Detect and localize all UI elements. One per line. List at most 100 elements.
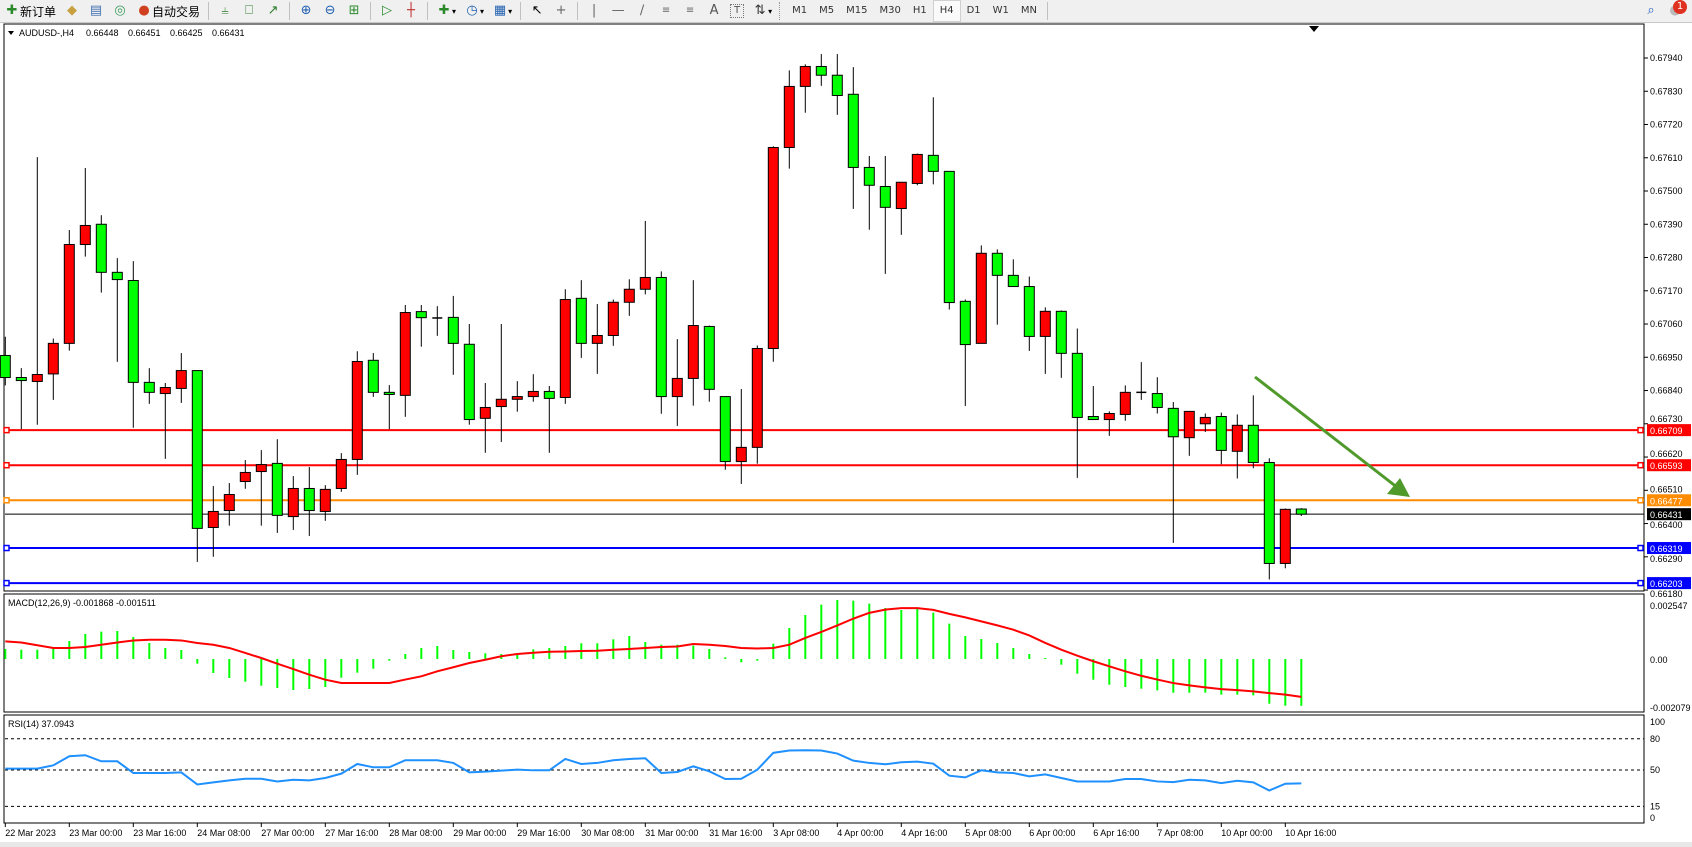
auto-trade-button[interactable]: ● 自动交易 <box>133 1 203 21</box>
macd-axis-label: 0.00 <box>1650 655 1668 665</box>
search-button[interactable]: ⌕ <box>1640 1 1662 21</box>
price-axis[interactable]: 0.67940 0.67830 0.67720 0.67610 0.67500 0.673… <box>1644 53 1683 599</box>
vertical-line-button[interactable]: | <box>583 1 605 21</box>
rsi-pane[interactable] <box>3 714 1645 824</box>
cursor-button[interactable]: ↖ <box>526 1 548 21</box>
candle <box>1279 508 1291 569</box>
candle-body <box>815 65 827 76</box>
time-label: 31 Mar 16:00 <box>709 828 762 838</box>
candle-body <box>255 464 267 473</box>
zoom-in-button[interactable]: ⊕ <box>295 1 317 21</box>
symbol-label: AUDUSD-,H4 <box>19 28 74 38</box>
tile-windows-button[interactable]: ⊞ <box>343 1 365 21</box>
arrows-button[interactable]: ⇅ ▾ <box>749 1 775 21</box>
line-handle-icon <box>1637 544 1644 552</box>
time-axis[interactable]: 22 Mar 2023 23 Mar 00:00 23 Mar 16:00 24 Ma… <box>4 823 1336 838</box>
candle-body <box>895 181 907 210</box>
horizontal-line-price: 0.66203 <box>1650 579 1683 589</box>
candle <box>0 336 11 386</box>
chart-shift-button[interactable]: ▷ <box>376 1 398 21</box>
timeframe-d1[interactable]: D1 <box>966 5 981 16</box>
time-label: 23 Mar 16:00 <box>133 828 186 838</box>
signal-button[interactable]: ◎ <box>109 1 131 21</box>
auto-trade-label: 自动交易 <box>152 4 201 19</box>
history-button[interactable]: ◆ <box>61 1 83 21</box>
trend-arrow[interactable] <box>1254 375 1410 497</box>
dropdown-arrow-icon: ▾ <box>768 6 773 16</box>
line-handle-icon <box>1637 461 1644 469</box>
candle <box>15 368 27 430</box>
time-label: 24 Mar 08:00 <box>197 828 250 838</box>
line-chart-button[interactable]: ↗ <box>262 1 284 21</box>
autoscroll-button[interactable]: ┼ <box>400 1 422 21</box>
time-label: 23 Mar 00:00 <box>69 828 122 838</box>
candle-body <box>223 494 235 512</box>
candle-body <box>559 299 571 398</box>
candle-body <box>495 398 507 408</box>
candle-body <box>1007 274 1019 288</box>
text-button[interactable]: A <box>703 1 725 21</box>
timeframe-h1[interactable]: H1 <box>912 5 927 16</box>
candle-body <box>735 446 747 463</box>
ohlc-low: 0.66425 <box>170 28 203 38</box>
candle-body <box>623 288 635 303</box>
chart-shift-marker-icon[interactable] <box>1309 26 1319 32</box>
time-label: 27 Mar 00:00 <box>261 828 314 838</box>
fibonacci-button[interactable]: ≡ <box>655 1 677 21</box>
zoom-in-icon: ⊕ <box>300 3 312 18</box>
dropdown-arrow-icon: ▾ <box>452 6 457 16</box>
price-tick-label: 0.67280 <box>1650 253 1683 263</box>
candle <box>831 54 843 115</box>
fibonacci-fan-button[interactable]: ≡ <box>679 1 701 21</box>
text-label-button[interactable]: T <box>727 1 747 21</box>
candle <box>1183 410 1195 456</box>
candle <box>1231 414 1243 479</box>
toolbar-divider <box>520 2 522 20</box>
new-order-button[interactable]: ✚ 新订单 <box>1 1 59 21</box>
candle-body <box>1247 424 1259 463</box>
candle <box>1007 259 1019 288</box>
candle <box>799 64 811 113</box>
time-label: 29 Mar 00:00 <box>453 828 506 838</box>
notification-button[interactable]: ●1 <box>1664 0 1687 21</box>
candle <box>527 374 539 402</box>
line-handle-icon <box>1637 426 1644 434</box>
candle <box>223 483 235 526</box>
terminal-icon: ▤ <box>89 3 103 18</box>
timeframe-mn[interactable]: MN <box>1020 5 1038 16</box>
toolbar-divider <box>427 2 429 20</box>
timeframe-m15[interactable]: M15 <box>846 5 868 16</box>
timeframe-w1[interactable]: W1 <box>992 5 1009 16</box>
zoom-out-button[interactable]: ⊖ <box>319 1 341 21</box>
macd-axis-label: -0.002079 <box>1650 703 1691 713</box>
horizontal-line-price: 0.66593 <box>1650 461 1683 471</box>
main-pane[interactable] <box>3 23 1645 592</box>
candlestick-button[interactable]: ⎕ <box>238 1 260 21</box>
price-label-box <box>1647 494 1691 507</box>
timeframe-h4[interactable]: H4 <box>932 0 961 22</box>
macd-pane[interactable] <box>3 593 1645 713</box>
chart-window[interactable]: 0.67940 0.67830 0.67720 0.67610 0.67500 0.673… <box>0 23 1692 842</box>
bar-chart-button[interactable]: ⫨ <box>214 1 236 21</box>
price-label-box <box>1647 577 1691 590</box>
templates-button[interactable]: ▦ ▾ <box>489 1 515 21</box>
candle <box>959 299 971 406</box>
timeframe-m1[interactable]: M1 <box>792 5 808 16</box>
candle <box>367 353 379 397</box>
timeframe-m5[interactable]: M5 <box>819 5 835 16</box>
trendline-button[interactable]: ∕ <box>631 1 653 21</box>
crosshair-button[interactable]: + <box>550 1 572 21</box>
candle-body <box>463 343 475 421</box>
candle <box>1087 385 1099 421</box>
periods-button[interactable]: ◷ ▾ <box>461 1 487 21</box>
candle <box>255 450 267 526</box>
candle-body <box>879 185 891 208</box>
candle <box>1136 362 1147 400</box>
signal-icon: ◎ <box>114 3 126 18</box>
candle <box>719 396 731 470</box>
terminal-button[interactable]: ▤ <box>85 1 107 21</box>
price-tick-label: 0.66950 <box>1650 352 1683 362</box>
horizontal-line-button[interactable]: — <box>607 1 629 21</box>
indicators-button[interactable]: ✚ ▾ <box>433 1 459 21</box>
timeframe-m30[interactable]: M30 <box>879 5 901 16</box>
